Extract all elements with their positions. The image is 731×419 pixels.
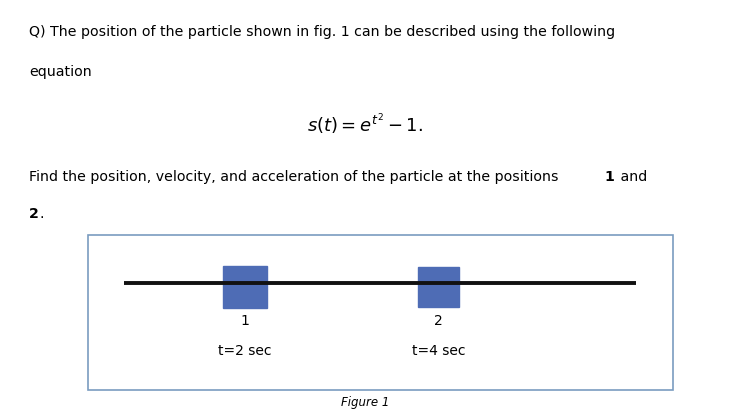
Bar bbox=[418, 267, 459, 307]
Text: $s(t) = e^{t^2} - 1.$: $s(t) = e^{t^2} - 1.$ bbox=[308, 111, 423, 137]
Text: Figure 1: Figure 1 bbox=[341, 396, 390, 409]
FancyBboxPatch shape bbox=[88, 235, 673, 390]
Text: 2: 2 bbox=[434, 314, 443, 328]
Text: 1: 1 bbox=[605, 170, 615, 184]
Text: t=4 sec: t=4 sec bbox=[412, 344, 466, 357]
Text: and: and bbox=[616, 170, 648, 184]
Text: t=2 sec: t=2 sec bbox=[218, 344, 272, 357]
Bar bbox=[223, 266, 267, 308]
Text: Find the position, velocity, and acceleration of the particle at the positions: Find the position, velocity, and acceler… bbox=[29, 170, 564, 184]
Text: equation: equation bbox=[29, 65, 92, 79]
Text: 2: 2 bbox=[29, 207, 39, 221]
Text: Q) The position of the particle shown in fig. 1 can be described using the follo: Q) The position of the particle shown in… bbox=[29, 25, 616, 39]
Text: .: . bbox=[39, 207, 44, 221]
Text: 1: 1 bbox=[240, 314, 249, 328]
